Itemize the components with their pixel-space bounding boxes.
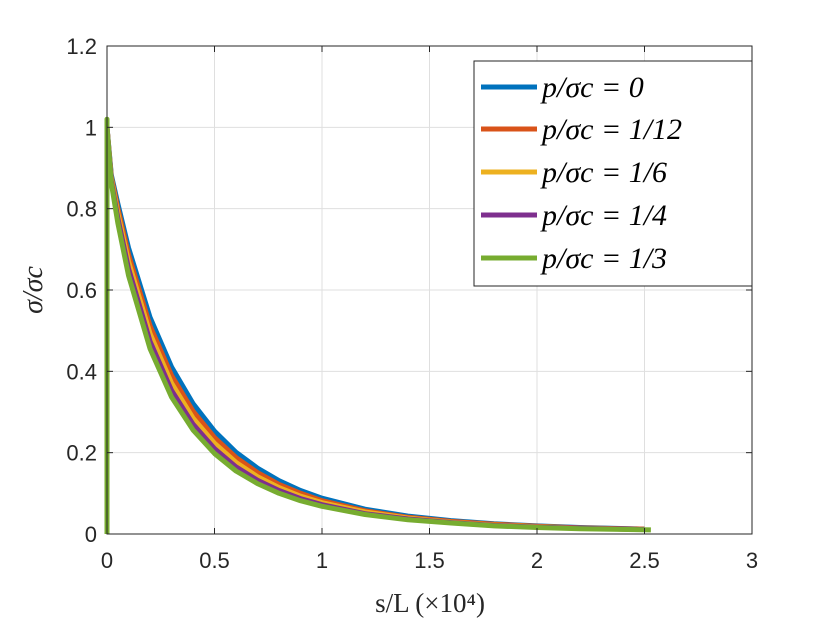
y-tick-labels: 0 0.2 0.4 0.6 0.8 1 1.2 xyxy=(66,34,97,547)
legend-item: p/σc = 1/4 xyxy=(481,199,667,232)
legend-label: p/σc = 1/3 xyxy=(540,242,667,275)
x-tick-label: 1.5 xyxy=(414,548,445,573)
y-tick-label: 1 xyxy=(85,115,97,140)
y-tick-label: 0.6 xyxy=(66,278,97,303)
x-axis-label: s/L (×10⁴) xyxy=(375,588,485,618)
legend-item: p/σc = 1/12 xyxy=(481,113,682,146)
x-tick-label: 2.5 xyxy=(629,548,660,573)
legend-label: p/σc = 1/4 xyxy=(540,199,667,232)
x-tick-label: 1 xyxy=(316,548,328,573)
x-tick-label: 0.5 xyxy=(199,548,230,573)
legend-item: p/σc = 1/3 xyxy=(481,242,667,275)
legend-label: p/σc = 0 xyxy=(540,71,644,104)
y-tick-label: 0.8 xyxy=(66,197,97,222)
x-tick-labels: 0 0.5 1 1.5 2 2.5 3 xyxy=(101,548,758,573)
tick-marks xyxy=(106,45,753,535)
y-tick-label: 0 xyxy=(85,522,97,547)
y-tick-label: 1.2 xyxy=(66,34,97,59)
y-axis-label: σ/σc xyxy=(18,266,49,314)
series-layer xyxy=(104,116,651,534)
x-tick-label: 0 xyxy=(101,548,113,573)
x-tick-label: 2 xyxy=(531,548,543,573)
legend-item: p/σc = 1/6 xyxy=(481,156,667,189)
x-tick-label: 3 xyxy=(746,548,758,573)
legend: p/σc = 0 p/σc = 1/12 p/σc = 1/6 p/σc = 1… xyxy=(473,60,753,287)
series-line xyxy=(104,116,651,534)
legend-label: p/σc = 1/6 xyxy=(540,156,667,189)
y-tick-label: 0.2 xyxy=(66,441,97,466)
legend-label: p/σc = 1/12 xyxy=(540,113,682,146)
y-tick-label: 0.4 xyxy=(66,359,97,384)
legend-item: p/σc = 0 xyxy=(481,71,644,104)
